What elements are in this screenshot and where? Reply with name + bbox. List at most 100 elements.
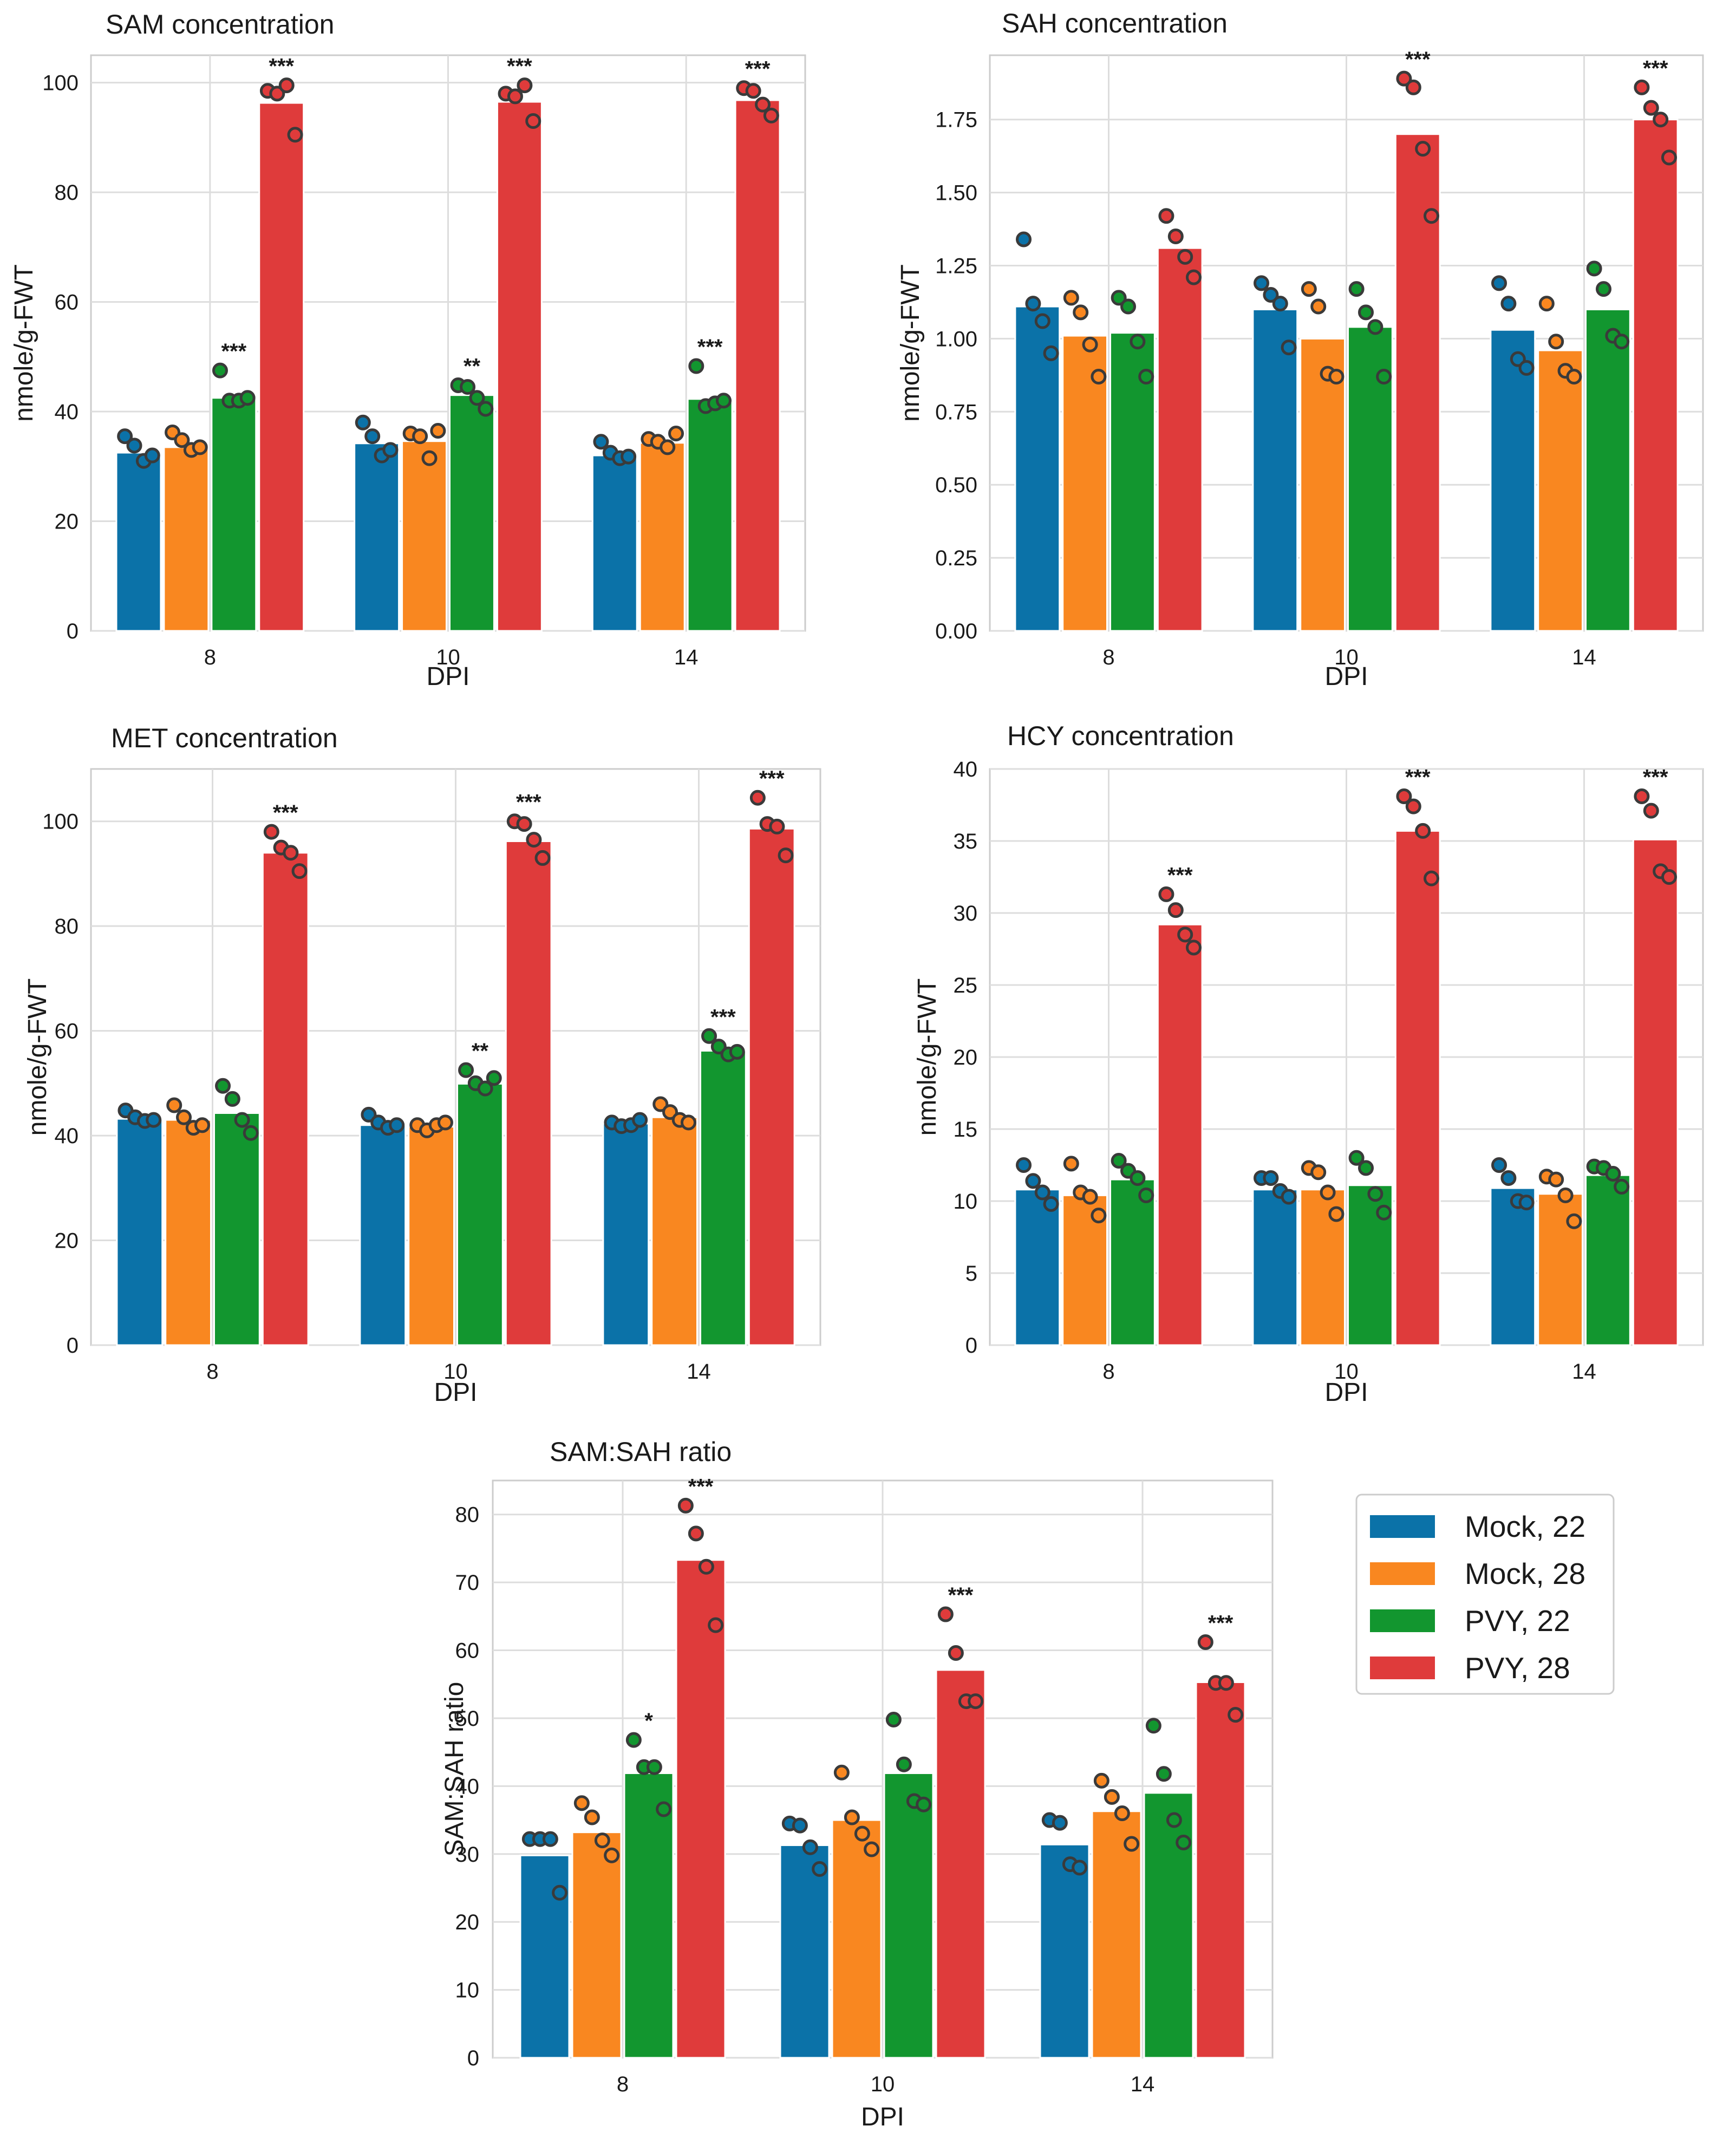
data-point-pvy-28-dpi-8 (1158, 886, 1174, 902)
y-tick-label: 60 (455, 1639, 480, 1663)
data-point-mock-22-dpi-8 (1025, 1173, 1041, 1189)
legend-label-pvy-28: PVY, 28 (1465, 1651, 1570, 1685)
x-axis-label: DPI (434, 1378, 477, 1407)
bar-pvy-28-dpi-14 (1632, 838, 1679, 1346)
y-tick-label: 0 (965, 1334, 977, 1358)
chart-title: SAM concentration (106, 9, 334, 40)
y-tick-label: 10 (954, 1190, 978, 1214)
data-point-mock-22-dpi-10 (812, 1861, 828, 1877)
data-point-pvy-22-dpi-10 (458, 1062, 474, 1078)
data-point-pvy-28-dpi-14 (1228, 1707, 1244, 1723)
data-point-pvy-28-dpi-14 (1643, 100, 1659, 116)
data-point-mock-28-dpi-14 (1548, 334, 1564, 350)
data-point-mock-22-dpi-8 (1043, 1196, 1059, 1212)
data-point-mock-28-dpi-10 (1310, 298, 1327, 315)
data-point-mock-22-dpi-8 (146, 1112, 162, 1128)
data-point-pvy-28-dpi-10 (1423, 870, 1439, 886)
bar-mock-28-dpi-10 (1300, 1189, 1346, 1346)
data-point-mock-28-dpi-14 (1548, 1171, 1564, 1188)
data-point-pvy-28-dpi-8 (1158, 208, 1174, 224)
data-point-pvy-28-dpi-10 (1396, 70, 1412, 87)
data-point-mock-22-dpi-14 (1072, 1860, 1088, 1876)
data-point-mock-22-dpi-10 (1254, 275, 1270, 291)
x-tick-label: 14 (1131, 2072, 1155, 2096)
data-point-pvy-28-dpi-14 (763, 107, 779, 123)
bar-pvy-28-dpi-8 (1157, 247, 1203, 632)
bar-mock-28-dpi-8 (163, 446, 210, 632)
data-point-pvy-22-dpi-8 (646, 1759, 662, 1775)
significance-label: *** (697, 335, 723, 359)
data-point-pvy-22-dpi-8 (1130, 334, 1146, 350)
data-point-mock-22-dpi-8 (542, 1831, 558, 1847)
data-point-pvy-28-dpi-10 (948, 1645, 964, 1661)
bar-mock-28-dpi-14 (1091, 1810, 1142, 2059)
data-point-pvy-22-dpi-8 (239, 390, 256, 406)
data-point-mock-28-dpi-10 (430, 422, 446, 439)
data-point-mock-28-dpi-10 (864, 1841, 880, 1857)
bar-pvy-22-dpi-14 (700, 1049, 747, 1346)
bar-pvy-22-dpi-14 (1143, 1792, 1194, 2059)
data-point-pvy-22-dpi-10 (486, 1070, 502, 1086)
bar-mock-28-dpi-10 (408, 1126, 455, 1346)
data-point-pvy-28-dpi-14 (755, 96, 771, 113)
bar-pvy-28-dpi-8 (258, 102, 305, 632)
y-tick-label: 60 (55, 291, 79, 315)
data-point-mock-22-dpi-10 (389, 1117, 405, 1133)
data-point-pvy-22-dpi-10 (460, 379, 476, 395)
data-point-pvy-28-dpi-8 (677, 1497, 694, 1514)
data-point-pvy-22-dpi-8 (224, 1091, 240, 1107)
data-point-mock-28-dpi-8 (176, 1109, 192, 1125)
bar-mock-28-dpi-10 (401, 440, 447, 632)
data-point-mock-28-dpi-10 (421, 450, 438, 466)
data-point-pvy-22-dpi-8 (656, 1801, 672, 1817)
data-point-mock-22-dpi-10 (1272, 296, 1288, 312)
data-point-pvy-28-dpi-14 (749, 790, 766, 806)
data-point-pvy-28-dpi-8 (1185, 269, 1202, 285)
bar-mock-22-dpi-10 (1252, 1189, 1298, 1346)
legend-swatch-mock-22 (1370, 1515, 1435, 1538)
significance-label: *** (221, 340, 246, 363)
bar-mock-22-dpi-8 (115, 452, 162, 632)
significance-label: ** (464, 354, 481, 378)
bar-mock-28-dpi-10 (831, 1819, 882, 2059)
significance-label: *** (759, 767, 785, 791)
significance-label: *** (948, 1583, 974, 1607)
data-point-pvy-22-dpi-14 (1166, 1812, 1182, 1828)
data-point-pvy-28-dpi-8 (291, 863, 308, 879)
data-point-mock-28-dpi-10 (1301, 281, 1317, 297)
y-tick-label: 5 (965, 1262, 977, 1286)
y-tick-label: 1.25 (935, 255, 977, 278)
y-tick-label: 20 (954, 1046, 978, 1070)
significance-label: ** (472, 1039, 489, 1063)
data-point-mock-28-dpi-8 (192, 439, 208, 455)
data-point-mock-28-dpi-8 (1082, 336, 1098, 353)
data-point-pvy-28-dpi-10 (526, 832, 542, 848)
data-point-mock-28-dpi-10 (1320, 1184, 1336, 1201)
data-point-mock-22-dpi-14 (1491, 1157, 1507, 1173)
data-point-pvy-22-dpi-8 (212, 362, 228, 379)
data-point-pvy-22-dpi-14 (1614, 334, 1630, 350)
y-tick-label: 100 (42, 810, 79, 834)
bar-pvy-28-dpi-10 (496, 101, 543, 632)
bar-pvy-28-dpi-10 (935, 1669, 986, 2059)
x-tick-label: 14 (1572, 1360, 1596, 1384)
data-point-mock-22-dpi-14 (1518, 360, 1535, 376)
bar-mock-22-dpi-8 (116, 1118, 164, 1346)
y-tick-label: 0.25 (935, 546, 977, 570)
data-point-pvy-22-dpi-14 (715, 393, 732, 409)
data-point-pvy-28-dpi-14 (778, 847, 794, 864)
y-tick-label: 0 (67, 1334, 79, 1358)
bar-mock-28-dpi-8 (1062, 335, 1108, 632)
data-point-mock-28-dpi-8 (1063, 1156, 1079, 1172)
bar-mock-22-dpi-8 (1014, 1189, 1061, 1346)
y-tick-label: 15 (954, 1118, 978, 1142)
data-point-mock-22-dpi-10 (802, 1839, 818, 1855)
data-point-mock-28-dpi-8 (584, 1809, 600, 1825)
data-point-pvy-22-dpi-8 (1138, 1187, 1154, 1203)
y-tick-label: 40 (954, 758, 978, 781)
significance-label: *** (516, 791, 541, 814)
data-point-pvy-22-dpi-10 (1358, 1160, 1374, 1176)
data-point-mock-28-dpi-10 (1310, 1164, 1327, 1181)
bar-pvy-28-dpi-8 (675, 1559, 726, 2059)
